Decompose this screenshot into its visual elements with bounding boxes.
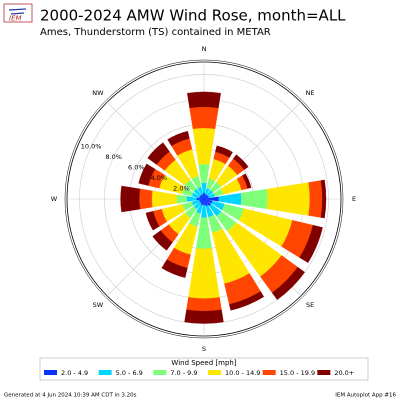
rose-segment xyxy=(271,266,305,300)
rose-segment xyxy=(240,188,268,210)
legend-title: Wind Speed [mph] xyxy=(171,359,236,367)
r-tick-label: 10.0% xyxy=(81,142,102,150)
rose-segment xyxy=(218,192,242,206)
rose-segment xyxy=(176,194,187,204)
legend-swatch xyxy=(317,370,331,375)
legend-swatch xyxy=(262,370,276,375)
chart-subtitle: Ames, Thunderstorm (TS) contained in MET… xyxy=(40,27,271,38)
outer-ring xyxy=(64,59,344,339)
rose-segment xyxy=(186,196,197,202)
rose-segment xyxy=(167,131,190,147)
rose-segment xyxy=(161,259,188,278)
legend: 2.0 - 4.9 5.0 - 6.9 7.0 - 9.9 10.0 - 14.9 15… xyxy=(44,369,354,377)
footer-left: Generated at 4 Jun 2024 10:39 AM CDT in … xyxy=(4,393,137,399)
polar-plot: 2.0% 4.0% 6.0% 8.0%10.0% N NE E SE S SW W NW xyxy=(51,45,356,353)
r-tick-label: 2.0% xyxy=(173,184,190,192)
logo-stroke xyxy=(8,8,27,15)
chart-title: 2000-2024 AMW Wind Rose, month=ALL xyxy=(40,7,346,25)
direction-label: SW xyxy=(93,301,104,309)
rose-segment xyxy=(139,188,153,210)
r-tick-label: 4.0% xyxy=(151,174,168,182)
legend-label: 10.0 - 14.9 xyxy=(225,369,260,377)
rose-segment xyxy=(320,179,327,219)
rose-segment xyxy=(215,145,233,158)
rose-segment xyxy=(242,173,252,189)
direction-label: SE xyxy=(306,301,314,309)
rose-segment xyxy=(138,163,156,186)
direction-label: N xyxy=(202,45,207,53)
legend-label: 5.0 - 6.9 xyxy=(116,369,143,377)
rose-segment xyxy=(145,211,160,231)
rose-segment xyxy=(147,142,170,165)
legend-swatch xyxy=(208,370,221,375)
rose-segment xyxy=(299,224,323,263)
rose-segment xyxy=(184,309,224,324)
rose-segment xyxy=(189,106,219,130)
rose-segment xyxy=(187,91,221,109)
rose-segment xyxy=(198,163,210,184)
direction-label: NE xyxy=(306,89,315,97)
legend-box xyxy=(39,357,369,381)
legend-swatch xyxy=(98,370,112,375)
legend-label: 2.0 - 4.9 xyxy=(61,369,88,377)
rose-segment xyxy=(229,291,265,311)
r-tick-label: 8.0% xyxy=(105,153,122,161)
footer-right: IEM Autoplot App #16 xyxy=(335,393,396,399)
legend-swatch xyxy=(44,370,57,375)
rose-segment xyxy=(120,185,141,213)
rose-segment xyxy=(152,230,173,251)
direction-label: NW xyxy=(92,89,104,97)
legend-label: 20.0+ xyxy=(334,369,354,377)
rose-segment xyxy=(266,182,311,216)
logo: IEM xyxy=(3,3,33,23)
rose-segment xyxy=(151,190,178,208)
direction-label: S xyxy=(202,345,206,353)
rose-segment xyxy=(308,180,323,218)
direction-label: E xyxy=(352,195,356,203)
legend-swatch xyxy=(153,370,167,375)
rose-segment xyxy=(233,154,249,170)
rose-segment xyxy=(192,127,216,165)
rose-segment xyxy=(186,297,222,312)
r-tick-label: 6.0% xyxy=(128,163,145,171)
direction-label: W xyxy=(51,195,58,203)
legend-label: 7.0 - 9.9 xyxy=(170,369,197,377)
rose-segment xyxy=(188,248,220,299)
logo-text: IEM xyxy=(9,15,22,23)
legend-label: 15.0 - 19.9 xyxy=(280,369,315,377)
